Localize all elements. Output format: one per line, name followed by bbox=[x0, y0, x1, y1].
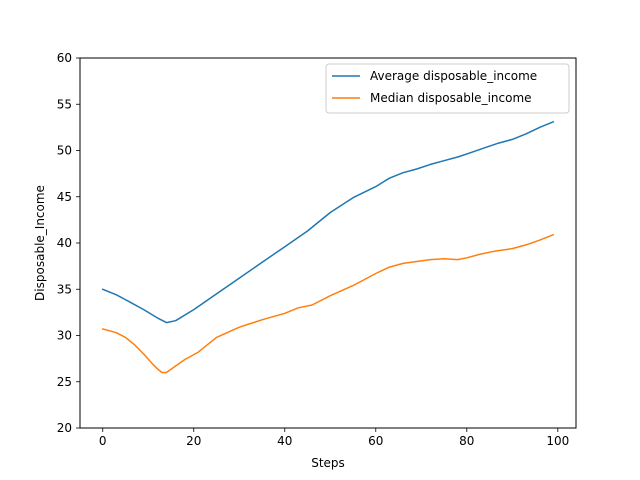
series-line-median bbox=[101, 233, 555, 374]
x-tick-label: 40 bbox=[277, 434, 292, 448]
series-line-average bbox=[101, 120, 555, 324]
y-tick-label: 40 bbox=[57, 236, 72, 250]
y-tick-label: 20 bbox=[57, 421, 72, 435]
y-tick-label: 45 bbox=[57, 190, 72, 204]
x-tick-label: 100 bbox=[546, 434, 569, 448]
y-axis-label: Disposable_Income bbox=[33, 185, 47, 301]
y-axis-ticks: 20 25 30 35 40 45 50 55 60 bbox=[57, 51, 80, 435]
x-tick-label: 80 bbox=[459, 434, 474, 448]
y-tick-label: 60 bbox=[57, 51, 72, 65]
legend-label: Median disposable_income bbox=[370, 91, 532, 105]
y-tick-label: 25 bbox=[57, 375, 72, 389]
y-tick-label: 50 bbox=[57, 144, 72, 158]
plot-lines bbox=[101, 120, 555, 374]
x-tick-label: 60 bbox=[368, 434, 383, 448]
legend: Average disposable_income Median disposab… bbox=[325, 63, 570, 114]
legend-box bbox=[325, 63, 570, 114]
x-tick-label: 20 bbox=[186, 434, 201, 448]
legend-label: Average disposable_income bbox=[370, 69, 537, 83]
y-tick-label: 30 bbox=[57, 329, 72, 343]
x-tick-label: 0 bbox=[99, 434, 107, 448]
x-axis-label: Steps bbox=[311, 456, 345, 470]
y-tick-label: 35 bbox=[57, 282, 72, 296]
y-tick-label: 55 bbox=[57, 97, 72, 111]
x-axis-ticks: 0 20 40 60 80 100 bbox=[99, 428, 569, 448]
